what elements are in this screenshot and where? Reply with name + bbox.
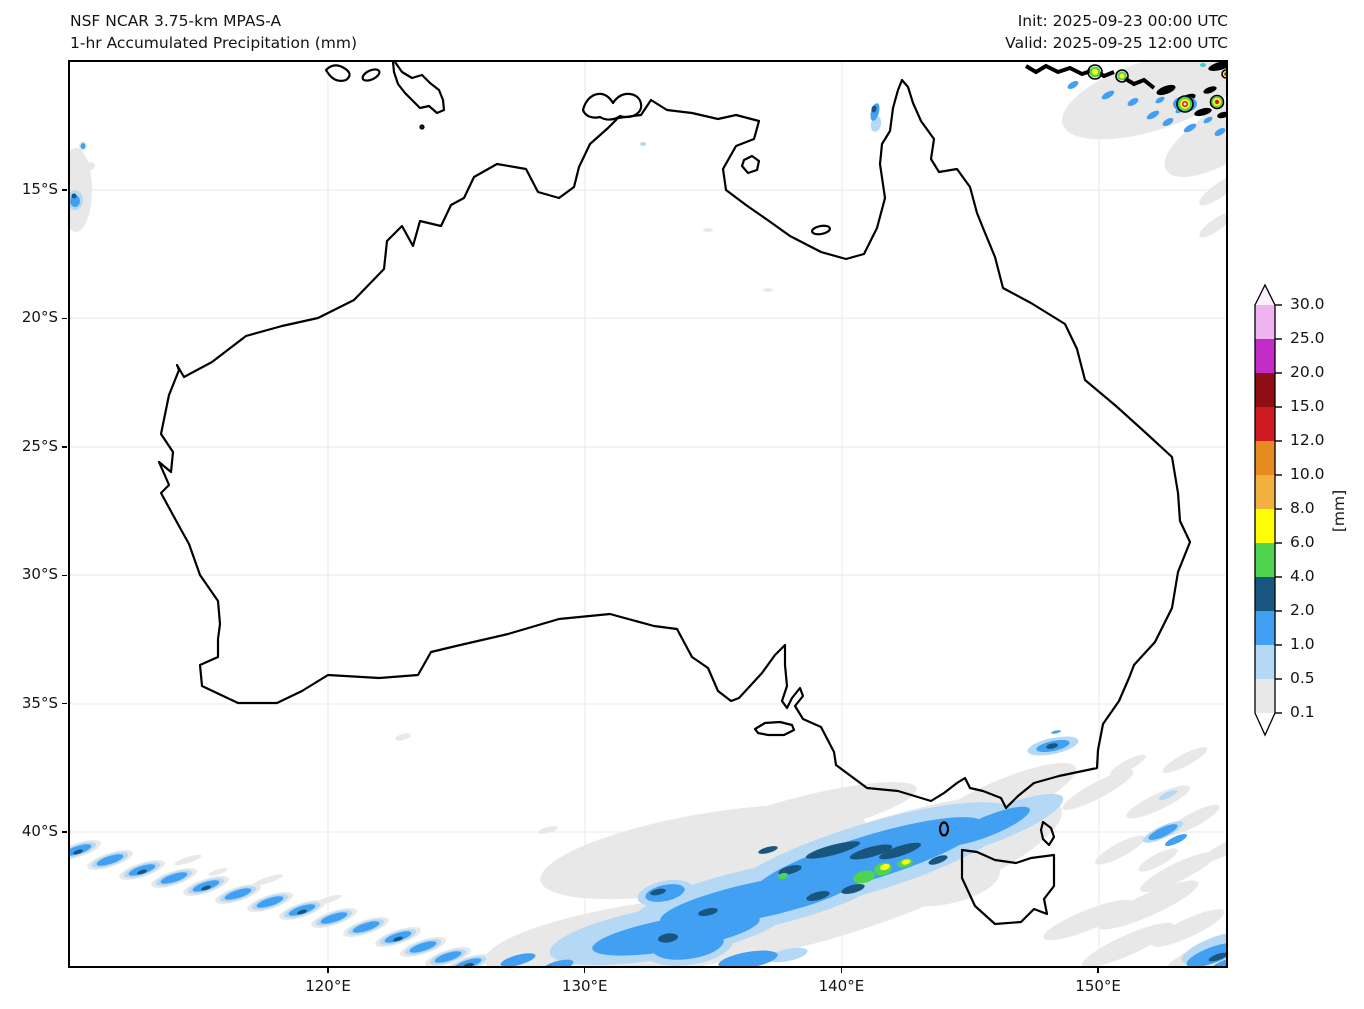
kangaroo-island [753, 720, 796, 737]
y-tick-label: 30°S [21, 565, 58, 584]
convective-cells [1087, 63, 1231, 113]
colorbar-over-arrow [1255, 285, 1275, 305]
x-tick-mark [840, 968, 843, 973]
x-tick-label: 140°E [818, 977, 865, 995]
colorbar-tick-label: 8.0 [1290, 499, 1315, 517]
colorbar-tick-label: 15.0 [1290, 397, 1325, 415]
model-name: NSF NCAR 3.75-km MPAS-A [70, 12, 282, 30]
colorbar-unit-label: [mm] [1330, 489, 1348, 533]
x-tick-label: 120°E [305, 977, 351, 995]
y-tick-label: 40°S [21, 822, 58, 841]
colorbar-segment [1255, 577, 1275, 611]
valid-time: Valid: 2025-09-25 12:00 UTC [1005, 34, 1228, 52]
y-tick-label: 25°S [21, 436, 58, 455]
colorbar-tick-label: 10.0 [1290, 465, 1325, 483]
colorbar-tick-label: 6.0 [1290, 533, 1315, 551]
australia-coastline [157, 78, 1192, 810]
colorbar-segment [1255, 441, 1275, 475]
king-island [938, 821, 950, 837]
tasmania-coastline [960, 848, 1056, 926]
colorbar-under-arrow [1255, 713, 1275, 735]
colorbar-segment [1255, 305, 1275, 339]
colorbar-tick-label: 2.0 [1290, 601, 1315, 619]
colorbar-segment [1255, 373, 1275, 407]
mornington-island [811, 224, 831, 236]
variable-name: 1-hr Accumulated Precipitation (mm) [70, 34, 357, 52]
colorbar [1254, 283, 1282, 737]
y-tick-label: 15°S [21, 179, 58, 198]
y-tick-label: 20°S [21, 308, 58, 327]
groote-eylandt [740, 154, 761, 175]
precip-layer-darkblue [71, 105, 1228, 970]
x-tick-label: 150°E [1075, 977, 1121, 995]
colorbar-tick-label: 0.5 [1290, 669, 1315, 687]
rote-island [361, 68, 381, 82]
colorbar-segment [1255, 645, 1275, 679]
precip-layer-yellow [880, 859, 911, 871]
colorbar-segment [1255, 543, 1275, 577]
y-tick-label: 35°S [21, 693, 58, 712]
colorbar-tick-label: 20.0 [1290, 363, 1325, 381]
timestamps: Init: 2025-09-23 00:00 UTC Valid: 2025-0… [808, 10, 1228, 54]
colorbar-segment [1255, 679, 1275, 713]
coastlines [157, 61, 1192, 926]
x-tick-label: 130°E [561, 977, 608, 995]
flinders-island [1039, 820, 1056, 847]
figure-title: NSF NCAR 3.75-km MPAS-A 1-hr Accumulated… [70, 10, 357, 54]
y-tick-mark [62, 189, 67, 191]
sumba-island [324, 64, 351, 82]
y-tick-mark [62, 317, 67, 320]
colorbar-segment [1255, 475, 1275, 509]
y-tick-mark [62, 702, 67, 705]
y-tick-mark [62, 831, 67, 833]
precipitation-map [55, 50, 1272, 984]
new-guinea-coast [1024, 61, 1232, 119]
colorbar-segment [1255, 509, 1275, 543]
map-frame [55, 50, 1272, 984]
colorbar-segment [1255, 339, 1275, 373]
x-tick-mark [1097, 968, 1099, 973]
y-tick-mark [62, 574, 67, 576]
islet-dot [419, 124, 425, 130]
x-tick-mark [583, 968, 586, 973]
timor-island [391, 61, 446, 115]
y-tick-mark [62, 446, 67, 448]
tiwi-islands [581, 92, 643, 121]
colorbar-tick-label: 30.0 [1290, 295, 1325, 313]
colorbar-tick-label: 12.0 [1290, 431, 1325, 449]
x-tick-mark [327, 968, 329, 973]
colorbar-segment [1255, 611, 1275, 645]
colorbar-tick-label: 4.0 [1290, 567, 1315, 585]
colorbar-tick-label: 1.0 [1290, 635, 1315, 653]
plot-frame [68, 60, 1228, 968]
init-time: Init: 2025-09-23 00:00 UTC [1017, 12, 1228, 30]
colorbar-tick-label: 25.0 [1290, 329, 1325, 347]
colorbar-segment [1255, 407, 1275, 441]
colorbar-tick-label: 0.1 [1290, 703, 1315, 721]
